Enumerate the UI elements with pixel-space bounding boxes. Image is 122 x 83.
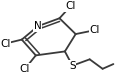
Text: N: N [34, 21, 42, 31]
Text: Cl: Cl [20, 64, 30, 74]
Text: Cl: Cl [90, 25, 100, 35]
Text: S: S [69, 61, 76, 71]
Text: Cl: Cl [0, 39, 11, 49]
Text: Cl: Cl [65, 1, 76, 11]
